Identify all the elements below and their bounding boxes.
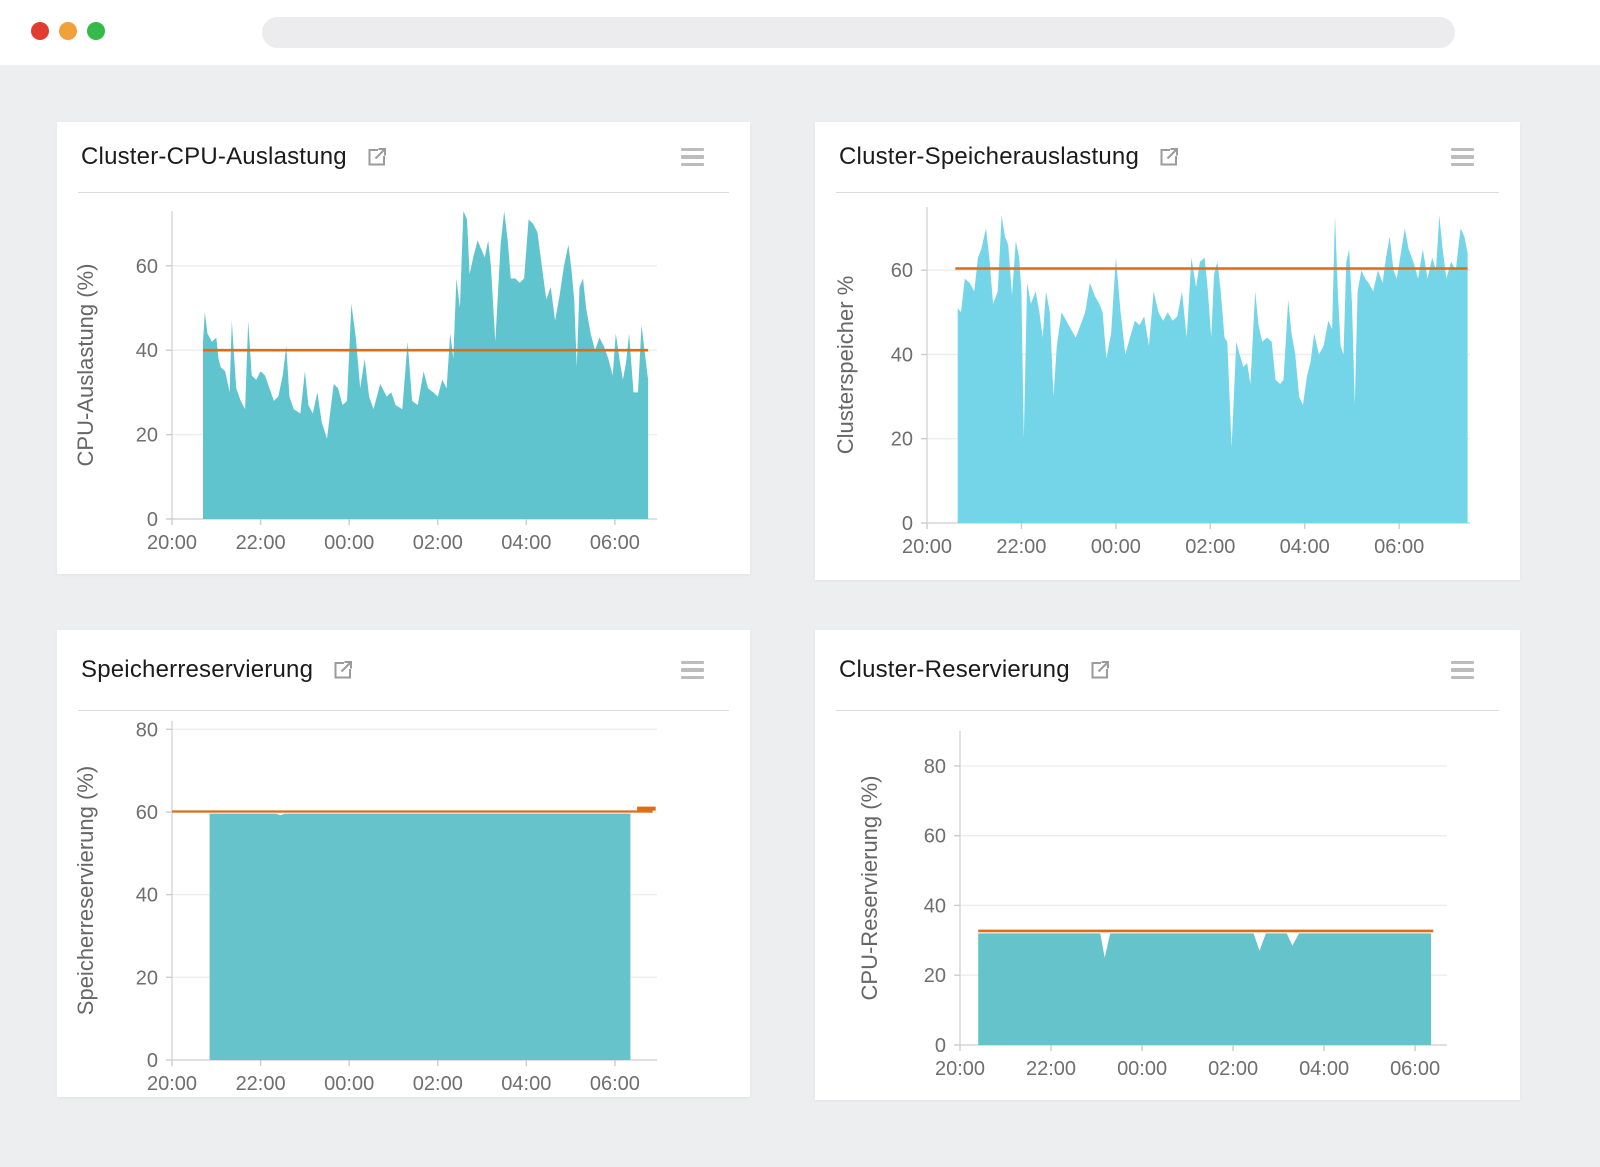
svg-text:02:00: 02:00 (413, 532, 463, 554)
menu-icon[interactable] (1451, 658, 1475, 682)
svg-text:60: 60 (136, 256, 158, 278)
svg-text:00:00: 00:00 (1091, 536, 1141, 558)
svg-text:40: 40 (136, 340, 158, 362)
svg-text:20:00: 20:00 (147, 1073, 197, 1095)
svg-text:02:00: 02:00 (1185, 536, 1235, 558)
memory-reservation-panel: Speicherreservierung 0 20 40 60 80 20:00 22:00… (57, 630, 750, 1097)
svg-text:06:00: 06:00 (590, 1073, 640, 1095)
panel-title: Cluster-Reservierung (839, 656, 1070, 683)
cluster-cpu-usage-panel: Cluster-CPU-Auslastung 0 20 40 60 20:00 22:00… (57, 122, 750, 574)
menu-icon[interactable] (681, 145, 705, 169)
svg-text:00:00: 00:00 (324, 532, 374, 554)
svg-text:22:00: 22:00 (996, 536, 1046, 558)
svg-text:00:00: 00:00 (1117, 1058, 1167, 1080)
svg-text:04:00: 04:00 (501, 532, 551, 554)
svg-text:80: 80 (136, 719, 158, 741)
external-link-icon[interactable] (331, 658, 355, 682)
svg-text:0: 0 (935, 1035, 946, 1057)
svg-text:0: 0 (147, 1050, 158, 1072)
external-link-icon[interactable] (1157, 145, 1181, 169)
svg-text:02:00: 02:00 (1208, 1058, 1258, 1080)
svg-text:0: 0 (147, 509, 158, 531)
svg-text:40: 40 (891, 345, 913, 367)
cluster-reservation-chart[interactable]: 0 20 40 60 80 20:00 22:00 00:00 02:00 04:00 06:00 C… (815, 711, 1520, 1100)
browser-titlebar (0, 0, 1600, 65)
external-link-icon[interactable] (365, 145, 389, 169)
svg-text:22:00: 22:00 (1026, 1058, 1076, 1080)
svg-text:20:00: 20:00 (935, 1058, 985, 1080)
header-divider (836, 192, 1499, 193)
svg-text:20:00: 20:00 (147, 532, 197, 554)
minimize-window-button[interactable] (59, 22, 77, 40)
header-divider (836, 710, 1499, 711)
svg-text:22:00: 22:00 (236, 532, 286, 554)
header-divider (78, 710, 729, 711)
svg-text:0: 0 (902, 513, 913, 535)
external-link-icon[interactable] (1088, 658, 1112, 682)
svg-text:04:00: 04:00 (1299, 1058, 1349, 1080)
cluster-reservation-panel: Cluster-Reservierung 0 20 40 60 80 20:00 22:00… (815, 630, 1520, 1100)
svg-text:60: 60 (924, 826, 946, 848)
cluster-cpu-usage-chart[interactable]: 0 20 40 60 20:00 22:00 00:00 02:00 04:00 06:00 CPU… (57, 193, 750, 574)
svg-text:Speicherreservierung (%): Speicherreservierung (%) (73, 766, 98, 1015)
window-controls (31, 22, 105, 40)
svg-text:02:00: 02:00 (413, 1073, 463, 1095)
svg-text:04:00: 04:00 (1280, 536, 1330, 558)
svg-text:06:00: 06:00 (590, 532, 640, 554)
close-window-button[interactable] (31, 22, 49, 40)
svg-text:22:00: 22:00 (236, 1073, 286, 1095)
svg-text:CPU-Reservierung (%): CPU-Reservierung (%) (857, 776, 882, 1001)
cluster-memory-usage-panel: Cluster-Speicherauslastung 0 20 40 60 20:00 2… (815, 122, 1520, 580)
cluster-memory-usage-chart[interactable]: 0 20 40 60 20:00 22:00 00:00 02:00 04:00 06:00 Clu… (815, 193, 1520, 580)
svg-text:20:00: 20:00 (902, 536, 952, 558)
svg-text:06:00: 06:00 (1390, 1058, 1440, 1080)
svg-text:40: 40 (136, 885, 158, 907)
svg-text:20: 20 (136, 425, 158, 447)
zoom-window-button[interactable] (87, 22, 105, 40)
svg-text:20: 20 (136, 967, 158, 989)
memory-reservation-chart[interactable]: 0 20 40 60 80 20:00 22:00 00:00 02:00 04:00 06:00 S… (57, 711, 750, 1097)
svg-text:CPU-Auslastung (%): CPU-Auslastung (%) (73, 264, 98, 467)
svg-text:20: 20 (891, 429, 913, 451)
svg-text:06:00: 06:00 (1374, 536, 1424, 558)
svg-text:Clusterspeicher %: Clusterspeicher % (833, 276, 858, 455)
svg-text:04:00: 04:00 (501, 1073, 551, 1095)
address-bar[interactable] (262, 17, 1455, 48)
panel-title: Speicherreservierung (81, 656, 314, 683)
panel-title: Cluster-Speicherauslastung (839, 143, 1140, 170)
svg-text:60: 60 (891, 260, 913, 282)
menu-icon[interactable] (1451, 145, 1475, 169)
menu-icon[interactable] (681, 658, 705, 682)
svg-text:40: 40 (924, 895, 946, 917)
svg-text:80: 80 (924, 756, 946, 778)
svg-text:00:00: 00:00 (324, 1073, 374, 1095)
panel-title: Cluster-CPU-Auslastung (81, 143, 347, 170)
svg-text:60: 60 (136, 802, 158, 824)
svg-text:20: 20 (924, 965, 946, 987)
header-divider (78, 192, 729, 193)
